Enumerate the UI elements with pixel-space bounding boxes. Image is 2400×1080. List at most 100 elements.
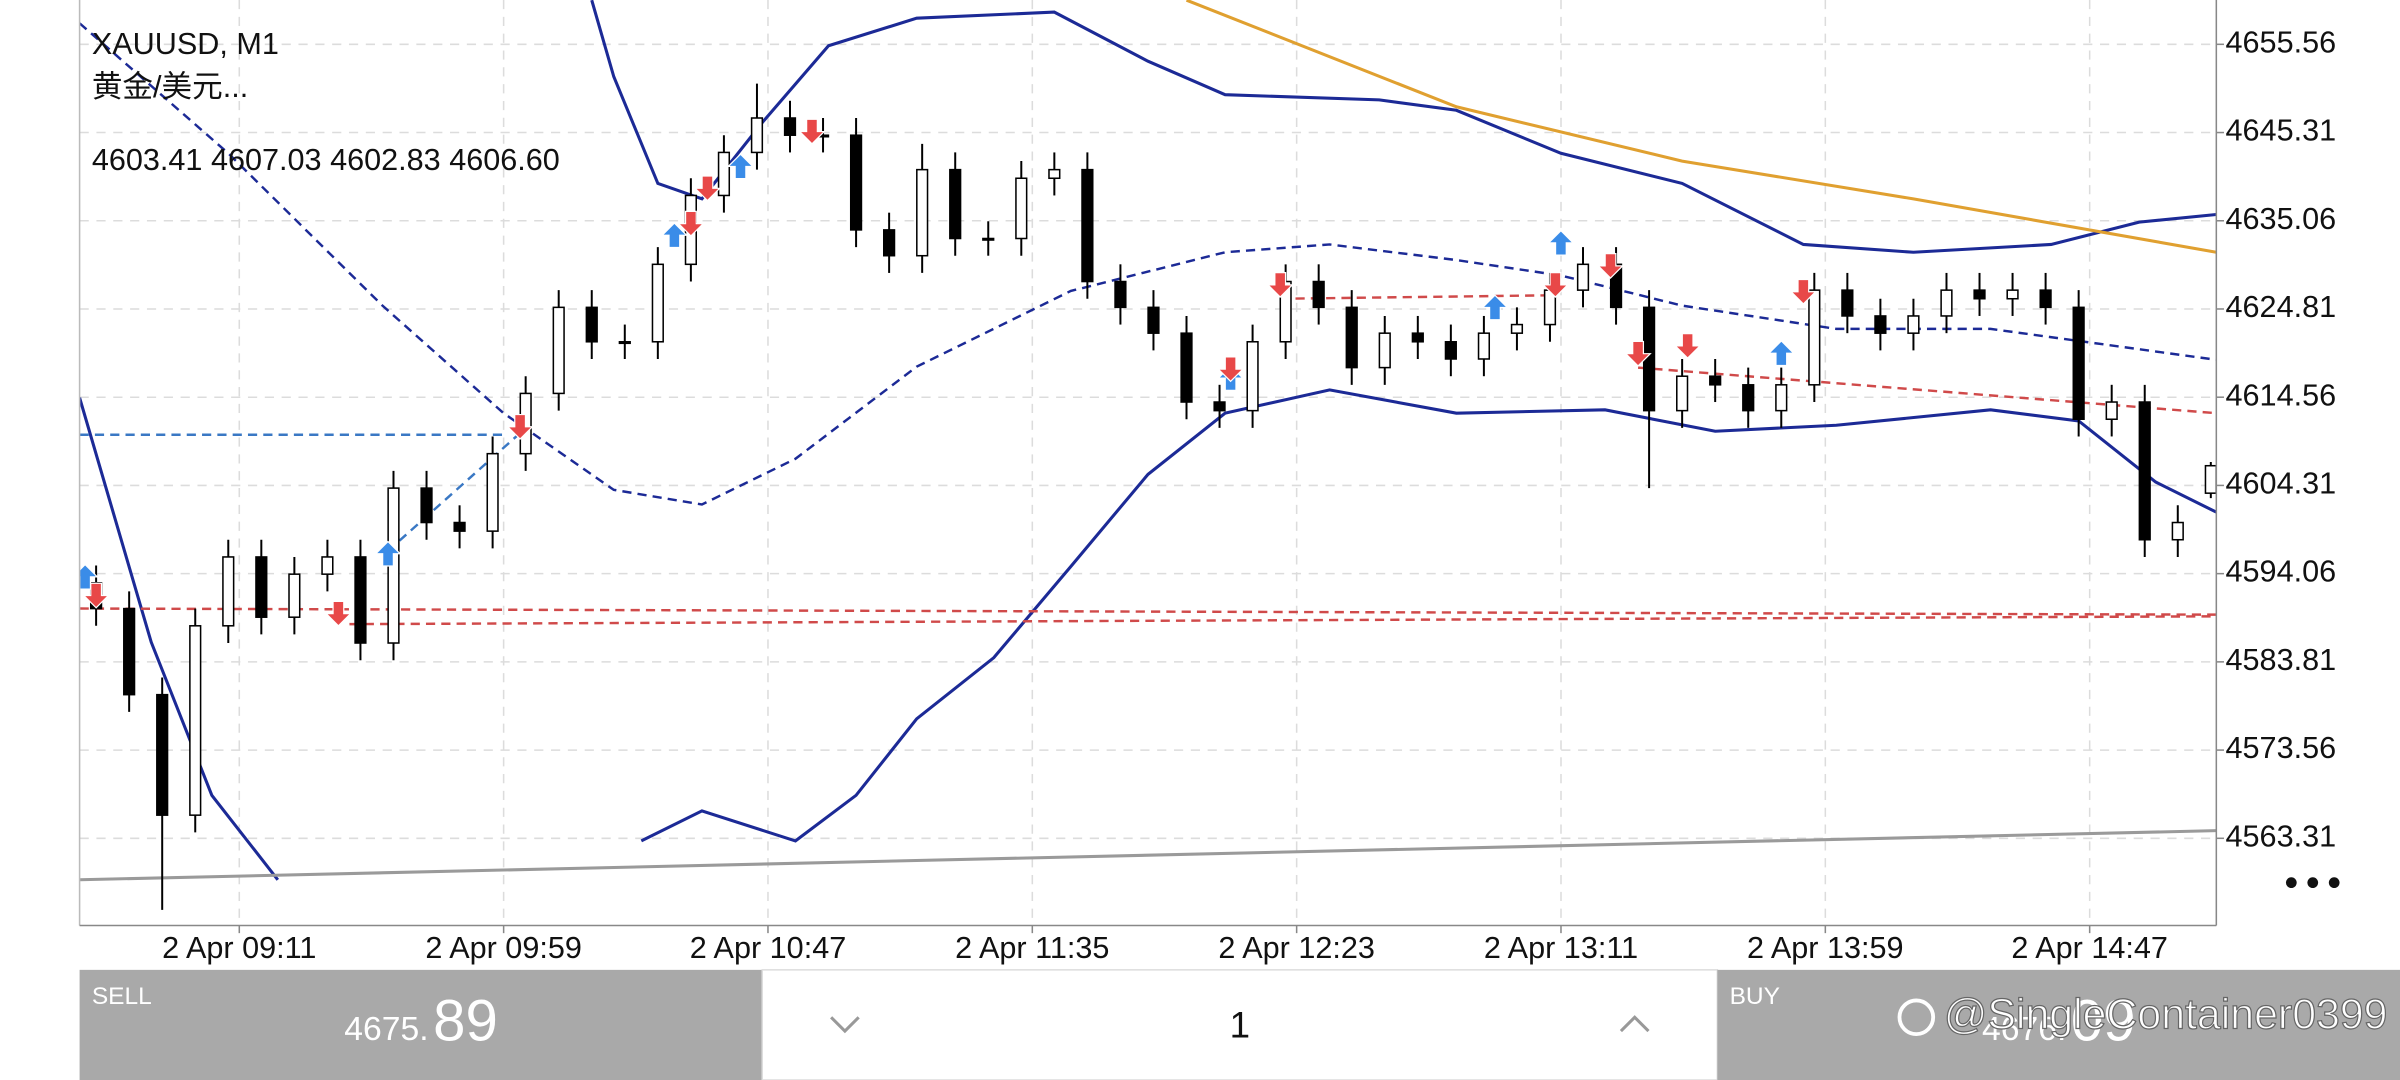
indicator-line — [1185, 0, 2217, 254]
buy-price-pips: 09 — [2071, 988, 2136, 1053]
volume[interactable]: 1 — [1230, 1005, 1250, 1046]
candle-body — [1411, 332, 1424, 343]
sell-button[interactable]: SELL 4675. 89 — [79, 969, 763, 1080]
x-tick-label: 2 Apr 09:11 — [162, 931, 316, 965]
increase-volume[interactable] — [1619, 1015, 1650, 1033]
plot-area[interactable] — [73, 0, 2217, 910]
watermark-logo — [1897, 998, 1936, 1037]
indicator-line — [79, 607, 2217, 616]
watermark-group: @SingleContainer0399 — [1897, 990, 2388, 1039]
candle-body — [486, 452, 499, 532]
x-tick-label: 2 Apr 13:59 — [1747, 931, 1904, 965]
candle-body — [1312, 280, 1325, 309]
y-tick-label: 4624.81 — [2226, 290, 2337, 324]
candle-body — [189, 625, 202, 816]
buy-signal — [374, 540, 402, 567]
candle-body — [1444, 341, 1457, 360]
candle-body — [2039, 289, 2052, 309]
y-tick-label: 4583.81 — [2226, 643, 2337, 677]
candle-body — [1048, 168, 1061, 180]
x-tick-label: 2 Apr 09:59 — [425, 931, 582, 965]
sell-signal — [1673, 333, 1702, 359]
candle-body — [2006, 289, 2019, 300]
buy-signal — [1547, 229, 1575, 256]
candle-body — [1081, 168, 1094, 283]
candle-body — [552, 306, 565, 395]
candle-body — [1378, 332, 1391, 369]
candle-body — [1808, 289, 1821, 386]
indicator-line — [79, 388, 2217, 881]
buy-signal — [726, 153, 755, 180]
y-tick-label: 4604.31 — [2226, 467, 2337, 501]
dot — [2285, 877, 2297, 889]
y-tick-label: 4614.56 — [2226, 378, 2337, 412]
candle-body — [1874, 315, 1887, 334]
candle-body — [1180, 332, 1193, 403]
candle-body — [883, 229, 896, 257]
candle-body — [1973, 289, 1986, 300]
candle-body — [1114, 280, 1127, 309]
sell-signal — [506, 413, 534, 440]
sell-signal — [677, 210, 705, 237]
candle-body — [2204, 464, 2217, 494]
indicator-line — [79, 829, 2217, 882]
buy-signal — [660, 222, 689, 249]
candle-body — [1015, 177, 1028, 240]
sell-price-pips: 89 — [433, 988, 498, 1053]
sell-signal — [1541, 271, 1570, 298]
candle-body — [1246, 341, 1259, 412]
y-tick-label: 4594.06 — [2226, 555, 2337, 589]
decrease-volume[interactable] — [830, 1016, 860, 1034]
candle-body — [1775, 384, 1788, 412]
y-tick-label: 4645.31 — [2226, 114, 2337, 148]
y-tick-label: 4563.31 — [2226, 819, 2337, 853]
x-tick-label: 2 Apr 10:47 — [690, 931, 847, 965]
candle-body — [354, 556, 367, 644]
sell-signal — [1624, 340, 1652, 367]
x-tick-label: 2 Apr 13:11 — [1484, 931, 1638, 965]
candle-body — [123, 607, 136, 696]
candle-body — [156, 693, 169, 816]
sell-signal — [693, 175, 722, 202]
candle-body — [651, 263, 664, 343]
buy-signal — [79, 563, 99, 590]
sell-signal — [798, 118, 826, 145]
candle-body — [1147, 306, 1160, 334]
buy-panel — [1717, 969, 2400, 1080]
candle-body — [2105, 401, 2118, 421]
sell-signal — [82, 582, 110, 609]
candle-body — [420, 487, 433, 524]
x-tick-label: 2 Apr 11:35 — [955, 931, 1109, 965]
buy-signal — [1767, 340, 1796, 367]
candle-body — [1841, 289, 1854, 317]
dot — [2307, 877, 2319, 889]
candle-body — [1213, 401, 1226, 412]
candle-body — [1940, 289, 1953, 317]
indicator-line — [349, 615, 2217, 626]
buy-button[interactable]: BUY 4676. 09 — [1717, 969, 2400, 1080]
candle-body — [949, 168, 962, 240]
candle-body — [2171, 521, 2184, 541]
candle-body — [717, 151, 731, 197]
candle-body — [255, 556, 268, 618]
y-tick-label: 4635.06 — [2226, 202, 2337, 236]
sell-label: SELL — [92, 983, 152, 1010]
sell-signal — [1596, 253, 1625, 279]
candle-body — [453, 521, 466, 532]
y-tick-label: 4655.56 — [2226, 25, 2337, 59]
candle-body — [288, 573, 301, 618]
candle-body — [916, 168, 929, 257]
candle-body — [2138, 401, 2151, 541]
candle-body — [750, 117, 764, 154]
candle-body — [1576, 263, 1590, 291]
candle-body — [1345, 306, 1358, 369]
buy-price-main: 4676. — [1982, 1011, 2066, 1048]
y-tick-label: 4573.56 — [2226, 731, 2337, 765]
sell-price-main: 4675. — [344, 1011, 428, 1048]
sell-panel — [79, 969, 763, 1080]
dot — [2328, 877, 2340, 889]
watermark: @SingleContainer0399 — [1944, 991, 2388, 1039]
x-tick-label: 2 Apr 12:23 — [1218, 931, 1375, 965]
more-menu[interactable] — [2285, 877, 2340, 889]
